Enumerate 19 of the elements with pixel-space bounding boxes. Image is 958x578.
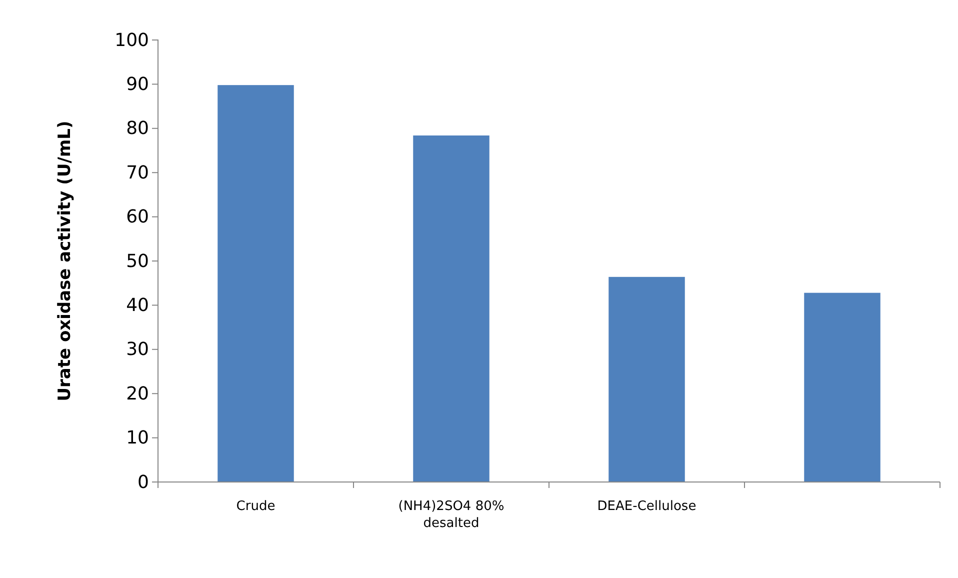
y-tick-label: 90 — [126, 74, 149, 95]
y-tick-label: 30 — [126, 339, 149, 360]
y-tick-label: 60 — [126, 206, 149, 228]
bar — [218, 85, 294, 482]
y-tick-label: 50 — [126, 250, 149, 272]
bar — [608, 276, 685, 482]
y-tick-label: 70 — [126, 162, 149, 184]
x-tick-label: Crude — [236, 499, 276, 514]
y-tick-label: 10 — [126, 428, 149, 449]
y-tick-label: 40 — [126, 294, 149, 316]
bar — [804, 292, 880, 482]
x-tick-label: DEAE-Cellulose — [597, 499, 696, 514]
bar — [413, 135, 490, 482]
x-tick-label: (NH4)2SO4 80% desalted — [398, 499, 504, 531]
y-tick-label: 0 — [138, 472, 149, 493]
y-tick-label: 20 — [126, 383, 149, 404]
y-axis-title: Urate oxidase activity (U/mL) — [55, 120, 75, 402]
y-tick-label: 80 — [126, 118, 149, 140]
y-tick-label: 100 — [114, 30, 149, 51]
